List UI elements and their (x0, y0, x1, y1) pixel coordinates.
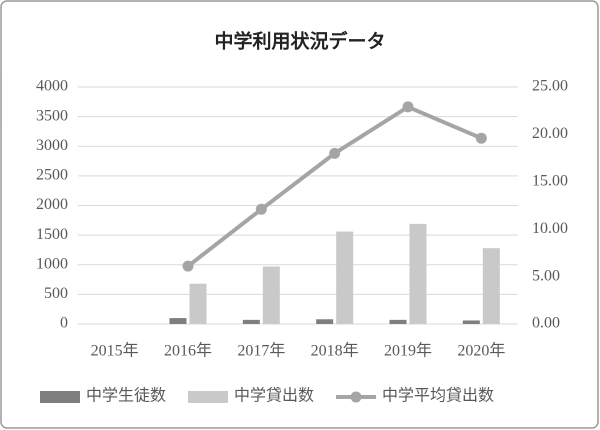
y-tick-label: 2500 (36, 167, 68, 184)
y-tick-label: 2000 (36, 196, 68, 213)
y2-tick-label: 0.00 (532, 315, 560, 332)
y2-tick-label: 10.00 (532, 220, 568, 237)
bar (242, 319, 260, 324)
y-tick-label: 1500 (36, 226, 68, 243)
y-tick-label: 3500 (36, 107, 68, 124)
bar (316, 319, 334, 324)
bar (189, 283, 207, 324)
x-tick-label: 2018年 (311, 342, 359, 360)
y2-tick-label: 20.00 (532, 125, 568, 142)
bar (389, 319, 407, 324)
bar (262, 266, 280, 324)
y2-tick-label: 15.00 (532, 172, 568, 189)
x-tick-label: 2019年 (384, 342, 432, 360)
y2-tick-label: 5.00 (532, 267, 560, 284)
bar (409, 223, 427, 324)
line-marker (402, 101, 414, 113)
legend-label: 中学平均貸出数 (382, 387, 494, 405)
legend-label: 中学生徒数 (86, 387, 166, 405)
y-tick-label: 1000 (36, 255, 68, 272)
line-marker (329, 147, 341, 159)
y-tick-label: 500 (44, 285, 68, 302)
x-tick-label: 2016年 (164, 342, 212, 360)
x-tick-label: 2015年 (91, 342, 139, 360)
legend-swatch (350, 391, 362, 403)
bar (482, 248, 500, 324)
legend-swatch (188, 391, 229, 403)
x-tick-label: 2020年 (457, 342, 505, 360)
legend-swatch (40, 391, 80, 403)
bar (169, 318, 187, 324)
legend-label: 中学貸出数 (234, 387, 314, 405)
y-tick-label: 3000 (36, 137, 68, 154)
chart-title: 中学利用状況データ (214, 30, 385, 53)
line-marker (475, 132, 487, 144)
bar (336, 231, 354, 324)
line-marker (255, 203, 267, 215)
line-marker (182, 260, 194, 272)
bar (462, 320, 480, 324)
y2-tick-label: 25.00 (532, 78, 568, 95)
y-tick-label: 4000 (36, 78, 68, 95)
x-tick-label: 2017年 (237, 342, 285, 360)
y-tick-label: 0 (60, 315, 68, 332)
